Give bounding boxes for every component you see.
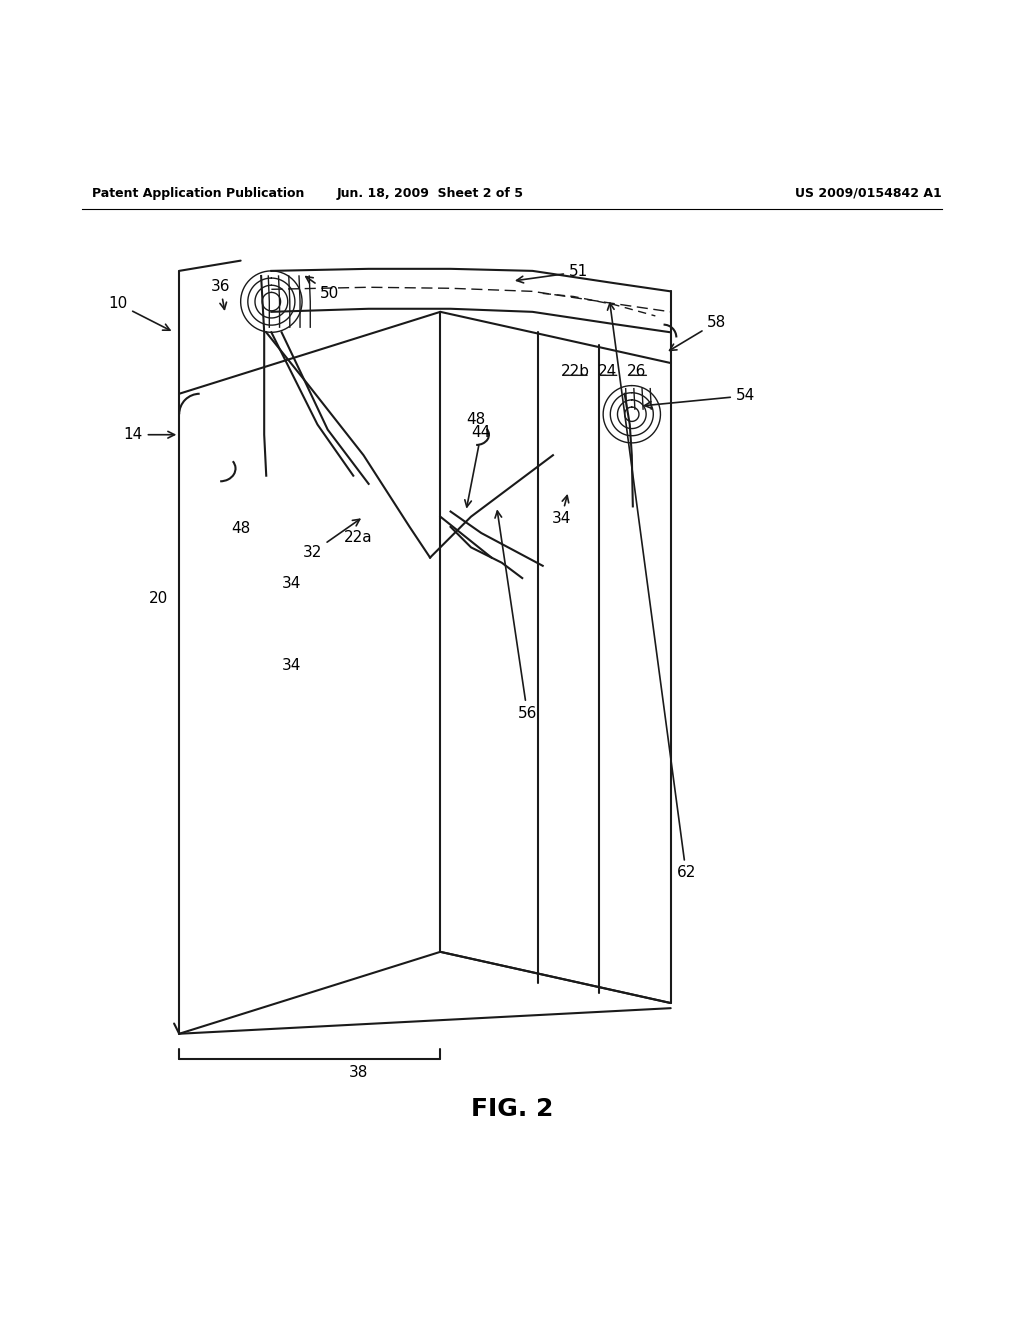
Text: 48: 48 xyxy=(467,412,485,426)
Text: FIG. 2: FIG. 2 xyxy=(471,1097,553,1121)
Text: 50: 50 xyxy=(306,277,339,301)
Text: 32: 32 xyxy=(303,519,359,560)
Text: 38: 38 xyxy=(349,1065,368,1080)
Text: Jun. 18, 2009  Sheet 2 of 5: Jun. 18, 2009 Sheet 2 of 5 xyxy=(337,187,523,199)
Text: 10: 10 xyxy=(109,296,170,330)
Text: 26: 26 xyxy=(628,364,646,379)
Text: 62: 62 xyxy=(607,304,695,880)
Text: 54: 54 xyxy=(645,388,755,408)
Text: 34: 34 xyxy=(283,576,301,591)
Text: 56: 56 xyxy=(495,511,537,721)
Text: 58: 58 xyxy=(670,314,726,350)
Text: 22a: 22a xyxy=(344,529,373,545)
Text: 24: 24 xyxy=(598,364,616,379)
Text: US 2009/0154842 A1: US 2009/0154842 A1 xyxy=(796,187,942,199)
Text: 51: 51 xyxy=(516,264,588,282)
Text: 44: 44 xyxy=(465,425,490,507)
Text: 48: 48 xyxy=(231,521,250,536)
Text: 14: 14 xyxy=(124,428,174,442)
Text: 34: 34 xyxy=(283,657,301,673)
Text: 22b: 22b xyxy=(561,364,590,379)
Text: Patent Application Publication: Patent Application Publication xyxy=(92,187,304,199)
Text: 36: 36 xyxy=(210,279,230,309)
Text: 34: 34 xyxy=(552,495,570,527)
Text: 20: 20 xyxy=(150,591,168,606)
